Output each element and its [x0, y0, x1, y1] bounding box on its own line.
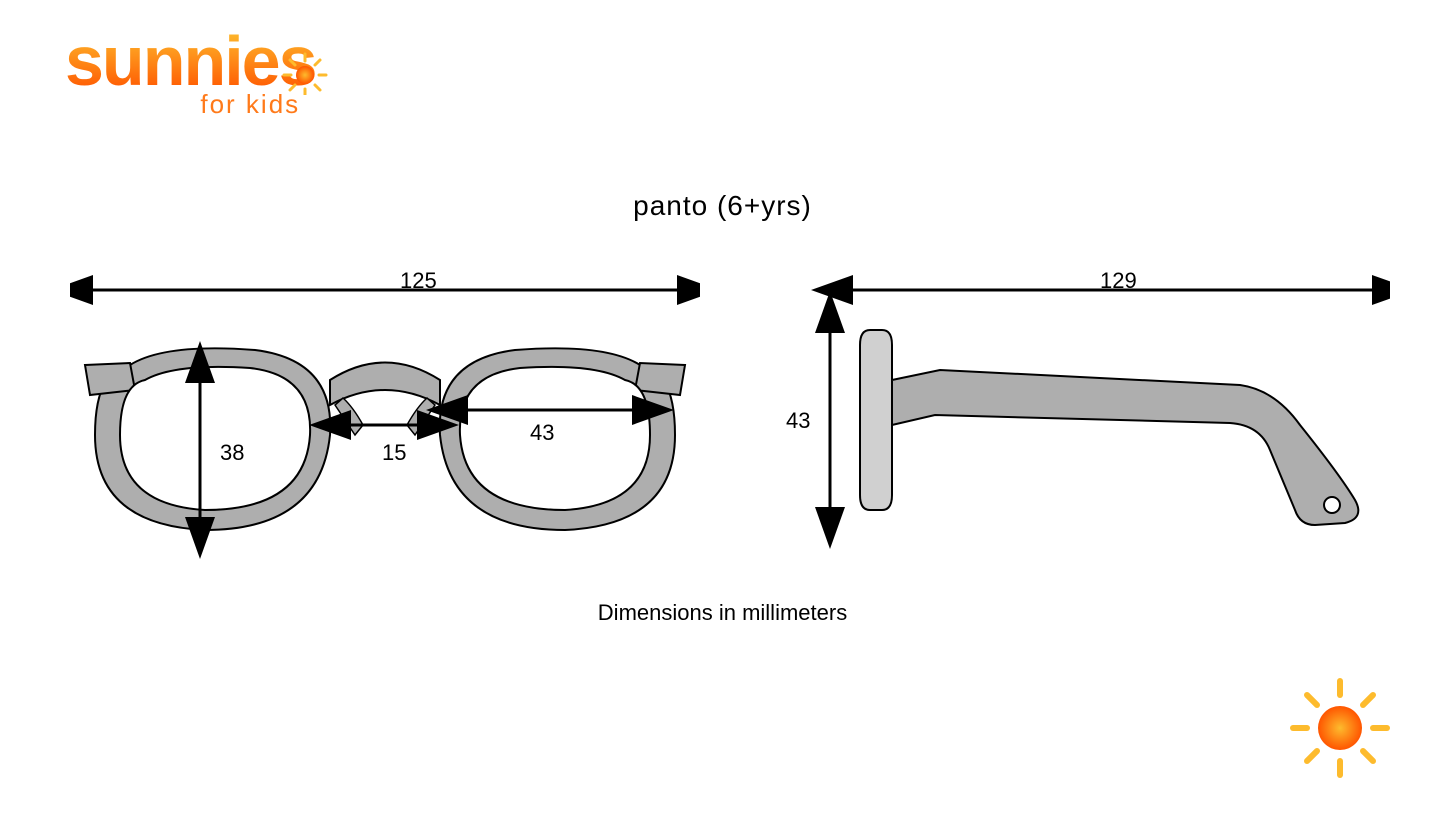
sun-icon	[1285, 673, 1395, 783]
frame-width-label: 125	[400, 268, 437, 294]
lens-height-label: 38	[220, 440, 244, 466]
logo-sun-icon	[275, 50, 335, 95]
lens-width-label: 43	[530, 420, 554, 446]
product-title: panto (6+yrs)	[0, 190, 1445, 222]
temple-height-label: 43	[786, 408, 810, 434]
side-view-diagram	[800, 250, 1390, 570]
front-view-diagram	[70, 250, 700, 570]
bridge-label: 15	[382, 440, 406, 466]
units-footer: Dimensions in millimeters	[0, 600, 1445, 626]
brand-logo: sunnies for kids	[65, 30, 316, 120]
temple-length-label: 129	[1100, 268, 1137, 294]
